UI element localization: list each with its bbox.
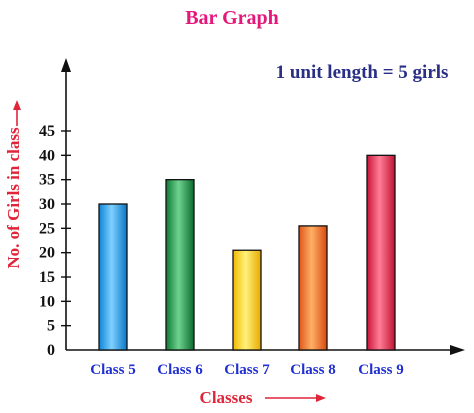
y-tick-label: 10 xyxy=(39,293,55,310)
y-tick-label: 30 xyxy=(39,196,55,213)
x-tick-label: Class 9 xyxy=(358,362,403,378)
x-tick-label: Class 6 xyxy=(157,362,203,378)
bar-class-6 xyxy=(165,179,195,351)
bar-class-5 xyxy=(98,203,128,351)
x-axis-label: Classes xyxy=(200,388,253,407)
chart-title: Bar Graph xyxy=(185,7,279,29)
y-ticks: 0 5 10 15 20 25 30 35 40 45 xyxy=(39,123,71,359)
x-ticks: Class 5 Class 6 Class 7 Class 8 Class 9 xyxy=(90,362,403,378)
x-tick-label: Class 8 xyxy=(290,362,335,378)
bar-class-8 xyxy=(298,225,328,351)
scale-annotation: 1 unit length = 5 girls xyxy=(276,62,449,83)
y-tick-label: 0 xyxy=(47,342,55,359)
y-tick-label: 40 xyxy=(39,147,55,164)
y-tick-label: 20 xyxy=(39,245,55,262)
x-axis-arrow-icon xyxy=(450,345,465,355)
x-axis-label-group: Classes xyxy=(200,388,326,407)
bar-class-9 xyxy=(366,154,396,351)
x-tick-label: Class 7 xyxy=(224,362,270,378)
y-axis-label-arrow-icon xyxy=(13,100,21,126)
x-axis-label-arrow-icon xyxy=(265,394,326,402)
bars xyxy=(98,154,396,351)
y-tick-label: 45 xyxy=(39,123,55,140)
y-axis-label-group: No. of Girls in class xyxy=(4,100,23,269)
y-axis-arrow-icon xyxy=(61,58,71,72)
y-tick-label: 15 xyxy=(39,269,55,286)
bar-class-7 xyxy=(232,249,262,351)
y-axis-label: No. of Girls in class xyxy=(4,127,23,269)
y-tick-label: 25 xyxy=(39,220,55,237)
y-tick-label: 5 xyxy=(47,318,55,335)
x-tick-label: Class 5 xyxy=(90,362,135,378)
y-tick-label: 35 xyxy=(39,172,55,189)
